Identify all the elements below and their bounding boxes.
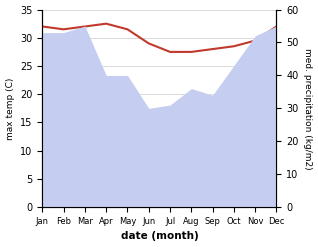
X-axis label: date (month): date (month): [121, 231, 198, 242]
Y-axis label: max temp (C): max temp (C): [5, 77, 15, 140]
Y-axis label: med. precipitation (kg/m2): med. precipitation (kg/m2): [303, 48, 313, 169]
